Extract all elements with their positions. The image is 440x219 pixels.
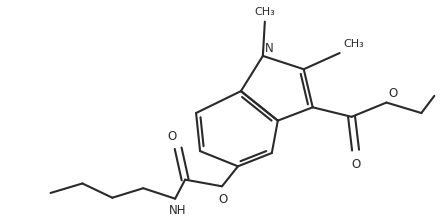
Text: NH: NH bbox=[169, 204, 186, 217]
Text: O: O bbox=[218, 193, 227, 206]
Text: N: N bbox=[265, 42, 274, 55]
Text: CH₃: CH₃ bbox=[344, 39, 364, 49]
Text: O: O bbox=[167, 131, 176, 143]
Text: O: O bbox=[351, 158, 360, 171]
Text: O: O bbox=[389, 87, 398, 100]
Text: CH₃: CH₃ bbox=[254, 7, 275, 17]
